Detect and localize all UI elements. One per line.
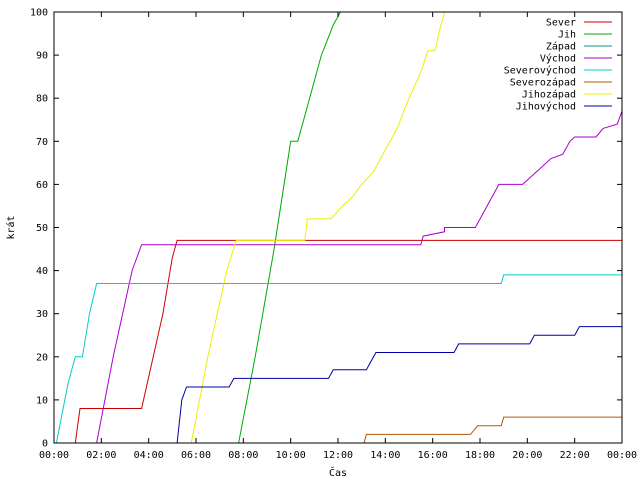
legend-label: Jih xyxy=(558,30,576,41)
y-tick-label: 0 xyxy=(42,439,48,450)
y-tick-label: 80 xyxy=(36,94,48,105)
x-tick-label: 10:00 xyxy=(276,450,306,461)
series-line-5 xyxy=(363,416,622,444)
legend-label: Severovýchod xyxy=(504,65,576,77)
legend-label: Severozápad xyxy=(510,77,576,89)
x-axis-label: Čas xyxy=(329,466,347,479)
y-tick-label: 10 xyxy=(36,395,48,406)
series-line-4 xyxy=(55,274,622,444)
series-line-3 xyxy=(96,110,623,444)
y-tick-label: 70 xyxy=(36,137,48,148)
x-tick-label: 08:00 xyxy=(228,450,258,461)
x-tick-label: 16:00 xyxy=(418,450,448,461)
y-tick-label: 90 xyxy=(36,51,48,62)
legend-label: Sever xyxy=(546,18,576,29)
x-tick-label: 02:00 xyxy=(86,450,116,461)
legend-label: Východ xyxy=(540,53,576,65)
y-tick-label: 30 xyxy=(36,309,48,320)
y-tick-label: 20 xyxy=(36,352,48,363)
series-line-6 xyxy=(190,11,445,444)
y-tick-label: 50 xyxy=(36,223,48,234)
x-tick-label: 00:00 xyxy=(39,450,69,461)
x-tick-label: 18:00 xyxy=(465,450,495,461)
series-layer xyxy=(55,11,623,444)
x-tick-label: 20:00 xyxy=(512,450,542,461)
x-tick-label: 04:00 xyxy=(134,450,164,461)
y-axis-label: krát xyxy=(5,215,17,239)
x-tick-label: 00:00 xyxy=(607,450,637,461)
series-line-0 xyxy=(74,239,622,444)
legend-label: Západ xyxy=(546,41,576,53)
x-tick-label: 14:00 xyxy=(370,450,400,461)
legend: SeverJihZápadVýchodSeverovýchodSeverozáp… xyxy=(504,18,612,113)
series-line-1 xyxy=(238,11,341,444)
y-tick-label: 100 xyxy=(30,8,48,19)
x-tick-label: 06:00 xyxy=(181,450,211,461)
x-tick-label: 12:00 xyxy=(323,450,353,461)
x-tick-label: 22:00 xyxy=(560,450,590,461)
legend-label: Jihovýchod xyxy=(516,101,576,113)
ticks-layer: 0 10 20 30 40 50 60 70 80 90 100 00:00 02:00 04:00 06:… xyxy=(30,8,637,462)
legend-label: Jihozápad xyxy=(522,89,576,101)
series-line-7 xyxy=(176,326,622,444)
y-tick-label: 40 xyxy=(36,266,48,277)
y-tick-label: 60 xyxy=(36,180,48,191)
